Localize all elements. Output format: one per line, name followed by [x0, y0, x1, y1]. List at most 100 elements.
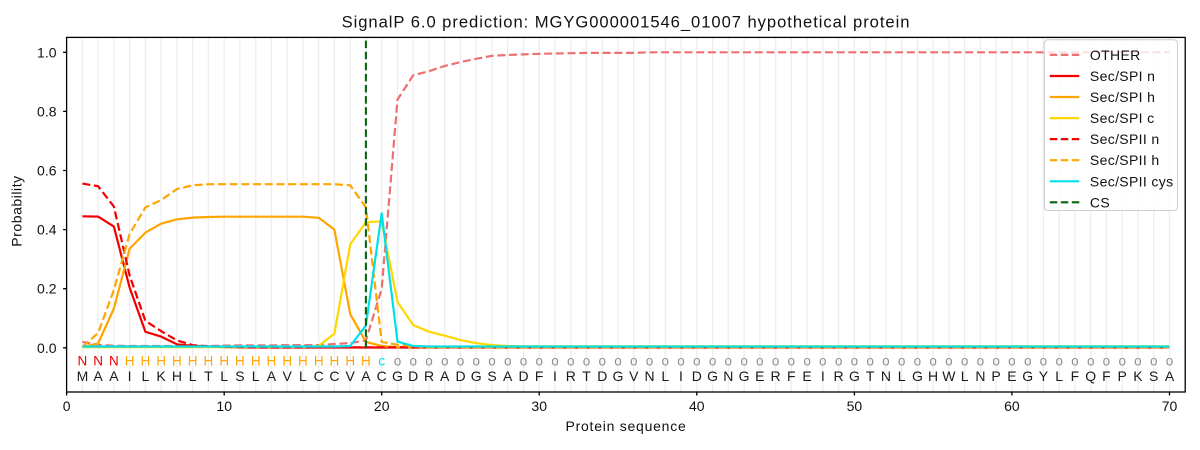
svg-text:Y: Y	[1039, 368, 1049, 384]
svg-text:H: H	[219, 354, 229, 369]
svg-text:0.8: 0.8	[37, 103, 57, 119]
svg-text:H: H	[282, 354, 292, 369]
svg-text:V: V	[346, 368, 356, 384]
svg-text:A: A	[361, 368, 371, 384]
svg-text:o: o	[583, 354, 591, 369]
svg-text:o: o	[898, 354, 906, 369]
svg-text:A: A	[93, 368, 103, 384]
svg-text:R: R	[566, 368, 576, 384]
svg-text:o: o	[425, 354, 433, 369]
svg-text:o: o	[488, 354, 496, 369]
svg-text:o: o	[740, 354, 748, 369]
svg-text:o: o	[693, 354, 701, 369]
svg-text:Sec/SPII n: Sec/SPII n	[1090, 131, 1160, 147]
svg-text:L: L	[189, 368, 197, 384]
svg-text:o: o	[551, 354, 559, 369]
svg-text:0.4: 0.4	[37, 222, 57, 238]
svg-text:I: I	[821, 368, 825, 384]
svg-text:L: L	[961, 368, 969, 384]
svg-text:H: H	[156, 354, 166, 369]
svg-text:A: A	[503, 368, 513, 384]
svg-text:I: I	[128, 368, 132, 384]
svg-text:o: o	[1134, 354, 1142, 369]
svg-text:C: C	[377, 368, 387, 384]
svg-text:P: P	[991, 368, 1000, 384]
svg-text:D: D	[597, 368, 607, 384]
svg-text:L: L	[142, 368, 150, 384]
svg-text:1.0: 1.0	[37, 44, 57, 60]
svg-text:D: D	[518, 368, 528, 384]
svg-text:o: o	[630, 354, 638, 369]
svg-text:G: G	[849, 368, 860, 384]
svg-text:o: o	[992, 354, 1000, 369]
svg-text:T: T	[204, 368, 213, 384]
svg-text:o: o	[394, 354, 402, 369]
svg-text:CS: CS	[1090, 194, 1110, 210]
svg-text:o: o	[457, 354, 465, 369]
svg-text:o: o	[851, 354, 859, 369]
svg-text:H: H	[141, 354, 151, 369]
svg-text:o: o	[646, 354, 654, 369]
svg-text:F: F	[535, 368, 544, 384]
svg-text:10: 10	[216, 398, 232, 414]
svg-text:o: o	[929, 354, 937, 369]
svg-text:I: I	[679, 368, 683, 384]
svg-text:o: o	[567, 354, 575, 369]
svg-text:20: 20	[374, 398, 390, 414]
svg-text:H: H	[267, 354, 277, 369]
svg-text:R: R	[834, 368, 844, 384]
svg-text:Sec/SPI n: Sec/SPI n	[1090, 68, 1155, 84]
svg-text:H: H	[345, 354, 355, 369]
svg-text:R: R	[771, 368, 781, 384]
svg-text:N: N	[881, 368, 891, 384]
svg-text:30: 30	[531, 398, 547, 414]
svg-text:o: o	[1071, 354, 1079, 369]
svg-text:L: L	[299, 368, 307, 384]
svg-text:o: o	[472, 354, 480, 369]
svg-text:Sec/SPII h: Sec/SPII h	[1090, 152, 1160, 168]
svg-text:G: G	[707, 368, 718, 384]
svg-text:F: F	[1071, 368, 1080, 384]
svg-text:o: o	[819, 354, 827, 369]
svg-text:SignalP 6.0 prediction: MGYG00: SignalP 6.0 prediction: MGYG000001546_01…	[342, 13, 911, 32]
svg-text:o: o	[866, 354, 874, 369]
svg-text:Q: Q	[1085, 368, 1096, 384]
svg-text:Sec/SPI c: Sec/SPI c	[1090, 110, 1155, 126]
svg-text:o: o	[662, 354, 670, 369]
svg-text:M: M	[77, 368, 89, 384]
svg-text:H: H	[188, 354, 198, 369]
svg-text:Protein sequence: Protein sequence	[566, 418, 687, 434]
svg-text:R: R	[424, 368, 434, 384]
svg-text:o: o	[1150, 354, 1158, 369]
svg-text:o: o	[709, 354, 717, 369]
svg-text:G: G	[471, 368, 482, 384]
svg-text:N: N	[93, 354, 103, 369]
svg-text:o: o	[961, 354, 969, 369]
svg-text:Sec/SPII cys: Sec/SPII cys	[1090, 173, 1174, 189]
svg-text:60: 60	[1004, 398, 1020, 414]
svg-text:T: T	[866, 368, 875, 384]
svg-text:D: D	[692, 368, 702, 384]
svg-text:H: H	[251, 354, 261, 369]
svg-text:Sec/SPI h: Sec/SPI h	[1090, 89, 1155, 105]
svg-text:c: c	[378, 354, 385, 369]
svg-text:D: D	[455, 368, 465, 384]
svg-text:V: V	[283, 368, 293, 384]
svg-text:H: H	[298, 354, 308, 369]
svg-text:V: V	[629, 368, 639, 384]
svg-text:G: G	[392, 368, 403, 384]
svg-text:S: S	[1149, 368, 1158, 384]
svg-text:o: o	[677, 354, 685, 369]
svg-text:D: D	[408, 368, 418, 384]
svg-text:H: H	[330, 354, 340, 369]
svg-text:C: C	[314, 368, 324, 384]
svg-text:L: L	[661, 368, 669, 384]
svg-text:H: H	[361, 354, 371, 369]
svg-text:o: o	[409, 354, 417, 369]
svg-text:H: H	[314, 354, 324, 369]
svg-text:E: E	[755, 368, 764, 384]
svg-text:H: H	[172, 354, 182, 369]
svg-text:o: o	[945, 354, 953, 369]
svg-text:o: o	[788, 354, 796, 369]
svg-text:o: o	[835, 354, 843, 369]
